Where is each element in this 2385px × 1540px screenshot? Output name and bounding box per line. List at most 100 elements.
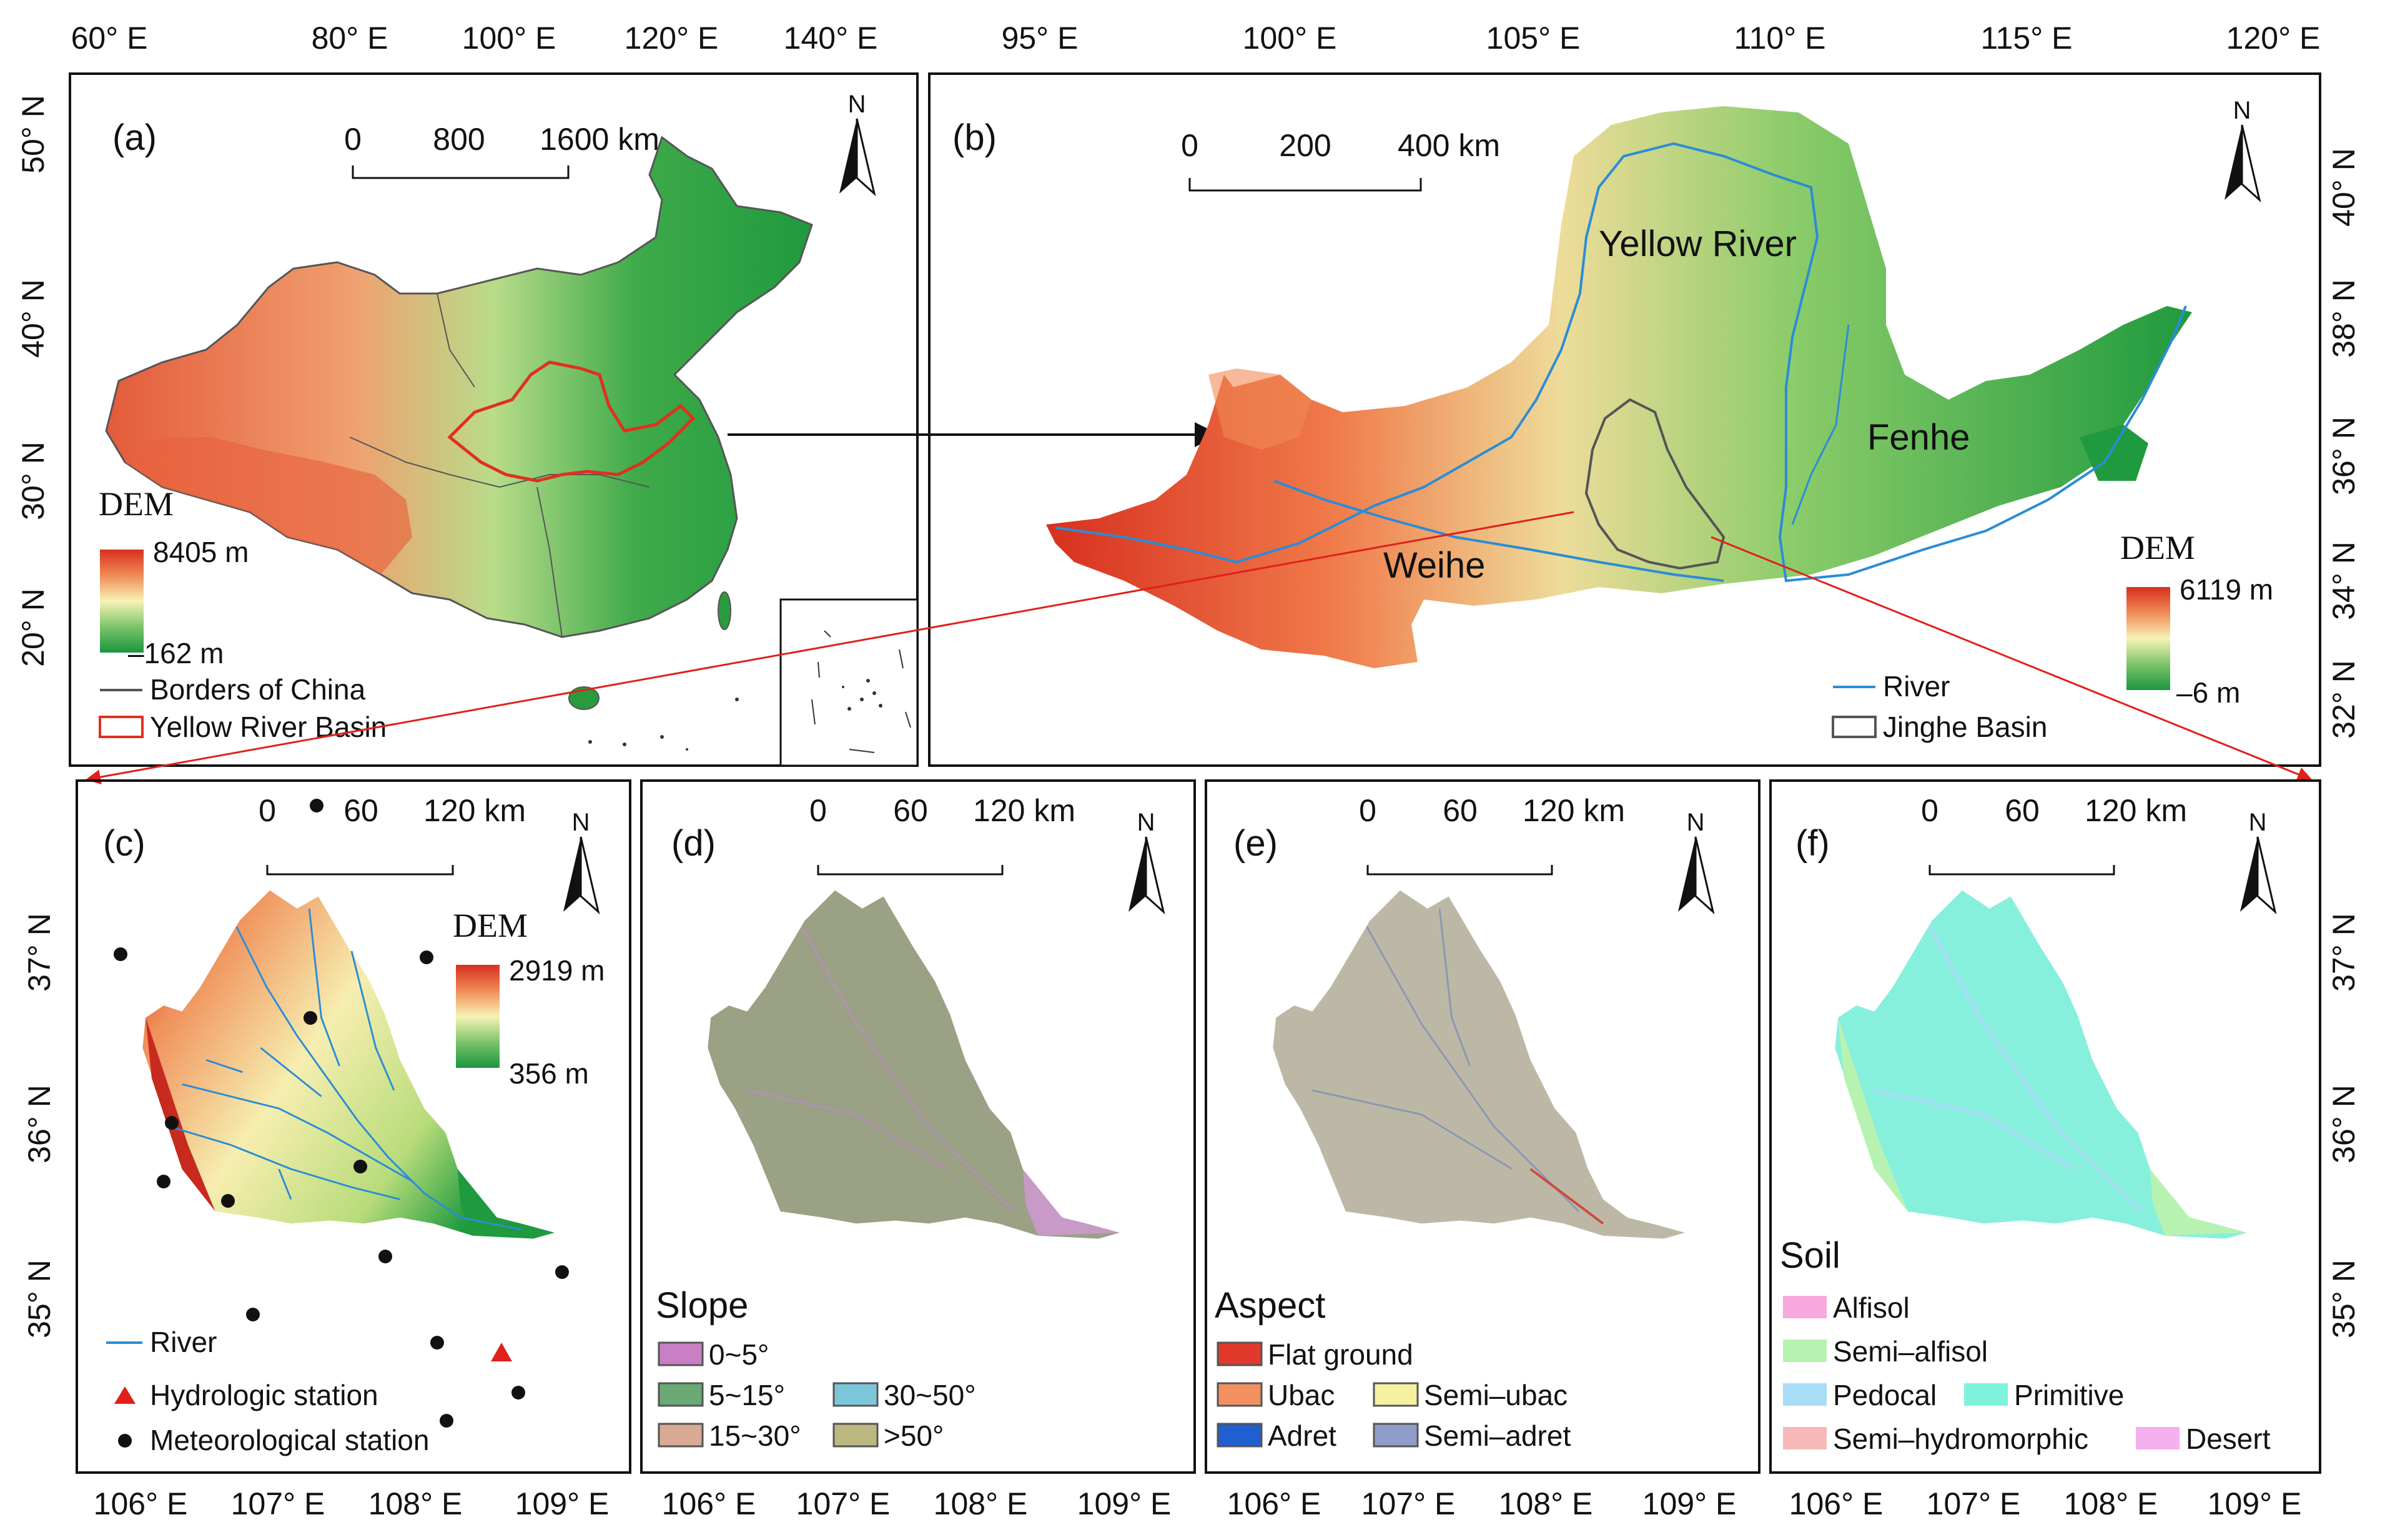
place-yellow-river: Yellow River xyxy=(1599,224,1797,264)
panel-f-scale-bar: 0 60 120 km xyxy=(1921,793,2187,876)
meteorological-station xyxy=(310,799,323,812)
svg-text:Ubac: Ubac xyxy=(1268,1379,1335,1411)
svg-text:N: N xyxy=(2249,809,2267,836)
svg-text:120 km: 120 km xyxy=(2085,793,2187,828)
svg-text:108° E: 108° E xyxy=(2064,1486,2158,1521)
panel-f-label: (f) xyxy=(1795,823,1830,864)
meteorological-station xyxy=(157,1175,170,1188)
tick-50n: 50° N xyxy=(16,95,51,174)
svg-text:N: N xyxy=(848,91,866,118)
meteorological-station xyxy=(555,1265,569,1279)
panel-b-scale-bar: 0 200 400 km xyxy=(1181,128,1500,192)
panel-e-legend: Aspect Flat ground Ubac Semi–ubac Adret … xyxy=(1215,1285,1571,1452)
svg-text:37° N: 37° N xyxy=(2326,913,2361,992)
panel-c-bottom-ticks: 106° E 107° E 108° E 109° E xyxy=(94,1486,610,1521)
svg-text:N: N xyxy=(572,809,590,836)
svg-text:115° E: 115° E xyxy=(1981,21,2073,56)
jinghe-basin-outline xyxy=(1584,398,1726,570)
svg-text:60: 60 xyxy=(343,793,378,828)
svg-text:0: 0 xyxy=(809,793,827,828)
dem-max-c: 2919 m xyxy=(509,954,605,987)
panel-f-bottom-ticks: 106° E 107° E 108° E 109° E xyxy=(1789,1486,2302,1521)
north-arrow-icon: N xyxy=(839,91,876,197)
legend-yellow-river-basin: Yellow River Basin xyxy=(150,711,387,743)
legend-meteorological-station: Meteorological station xyxy=(150,1424,429,1456)
svg-text:109° E: 109° E xyxy=(1077,1486,1172,1521)
north-arrow-icon: N xyxy=(563,809,600,915)
svg-text:108° E: 108° E xyxy=(934,1486,1028,1521)
panel-a-label: (a) xyxy=(112,117,157,158)
soil-title: Soil xyxy=(1780,1235,1840,1276)
legend-hydrologic-station: Hydrologic station xyxy=(150,1379,378,1411)
svg-text:Pedocal: Pedocal xyxy=(1833,1379,1937,1411)
panel-c-legend: DEM 2919 m 356 m River Hydrologic statio… xyxy=(106,907,605,1456)
svg-text:Semi–hydromorphic: Semi–hydromorphic xyxy=(1833,1423,2088,1455)
svg-text:107° E: 107° E xyxy=(231,1486,325,1521)
jinghe-aspect-map xyxy=(1273,890,1685,1239)
panel-b-label: (b) xyxy=(952,117,997,158)
svg-text:0: 0 xyxy=(1921,793,1938,828)
svg-text:110° E: 110° E xyxy=(1734,21,1826,56)
panel-e-scale-bar: 0 60 120 km xyxy=(1359,793,1625,876)
svg-text:0: 0 xyxy=(259,793,276,828)
panel-d-scale-bar: 0 60 120 km xyxy=(809,793,1075,876)
dem-title-b: DEM xyxy=(2120,529,2195,566)
panel-d-legend: Slope 0~5° 5~15° 30~50° 15~30° >50° xyxy=(656,1285,976,1452)
meteorological-station xyxy=(114,947,127,961)
svg-text:Semi–alfisol: Semi–alfisol xyxy=(1833,1335,1988,1368)
connector-arrow-b-f xyxy=(1711,536,2313,782)
svg-text:60: 60 xyxy=(893,793,928,828)
fenhe-river-line xyxy=(1791,324,1850,525)
svg-text:95° E: 95° E xyxy=(1002,21,1079,56)
panel-d: 106° E 107° E 108° E 109° E (d) 0 60 120… xyxy=(640,779,1196,1521)
svg-text:36° N: 36° N xyxy=(2326,417,2361,495)
svg-text:120 km: 120 km xyxy=(423,793,526,828)
north-arrow-icon: N xyxy=(2240,809,2277,915)
panel-e-frame xyxy=(1205,779,1760,1474)
svg-text:Flat ground: Flat ground xyxy=(1268,1338,1413,1371)
dem-colorbar-b xyxy=(2126,587,2170,690)
jinghe-dem-map xyxy=(142,890,555,1239)
jinghe-slope-map xyxy=(708,890,1120,1239)
meteorological-station xyxy=(246,1308,260,1321)
tick-30n: 30° N xyxy=(16,442,51,520)
dem-title-c: DEM xyxy=(453,907,528,944)
meteorological-station xyxy=(430,1336,444,1350)
tick-100e: 100° E xyxy=(462,21,556,56)
dem-colorbar xyxy=(100,550,144,653)
yellow-river-basin-outline xyxy=(447,360,696,483)
panel-a: 60° E 80° E 100° E 120° E 140° E 50° N 4… xyxy=(16,21,919,767)
svg-text:100° E: 100° E xyxy=(1243,21,1337,56)
panel-e-label: (e) xyxy=(1233,823,1278,864)
panel-c-frame xyxy=(76,779,631,1474)
svg-text:109° E: 109° E xyxy=(515,1486,610,1521)
panel-b-frame xyxy=(928,72,2321,767)
place-weihe: Weihe xyxy=(1383,545,1485,586)
svg-text:120° E: 120° E xyxy=(2226,21,2321,56)
panel-c-left-ticks: 37° N 36° N 35° N xyxy=(22,913,57,1338)
meteorological-station xyxy=(221,1194,235,1208)
svg-text:Alfisol: Alfisol xyxy=(1833,1291,1910,1324)
dem-colorbar-c xyxy=(456,965,500,1068)
panel-e: 106° E 107° E 108° E 109° E (e) 0 60 120… xyxy=(1205,779,1760,1521)
meteorological-station xyxy=(353,1160,367,1173)
meteorological-station xyxy=(165,1116,179,1130)
jinghe-soil-map xyxy=(1835,890,2247,1239)
legend-jinghe-basin: Jinghe Basin xyxy=(1883,711,2047,743)
tick-20n: 20° N xyxy=(16,588,51,667)
tick-60e: 60° E xyxy=(71,21,148,56)
legend-river-c: River xyxy=(150,1326,217,1358)
svg-text:32° N: 32° N xyxy=(2326,660,2361,739)
svg-text:37° N: 37° N xyxy=(22,913,57,992)
weihe-river-line xyxy=(1273,480,1724,582)
panel-f-legend: Soil Alfisol Semi–alfisol Pedocal Primit… xyxy=(1780,1235,2271,1455)
legend-river-b: River xyxy=(1883,670,1950,703)
hydrologic-station-swatch xyxy=(114,1386,136,1404)
svg-text:0: 0 xyxy=(344,122,362,157)
panel-b: 95° E 100° E 105° E 110° E 115° E 120° E… xyxy=(928,21,2361,767)
svg-text:109° E: 109° E xyxy=(1642,1486,1737,1521)
meteorological-station xyxy=(440,1414,453,1428)
panel-d-bottom-ticks: 106° E 107° E 108° E 109° E xyxy=(662,1486,1172,1521)
panel-f-right-ticks: 37° N 36° N 35° N xyxy=(2326,913,2361,1338)
